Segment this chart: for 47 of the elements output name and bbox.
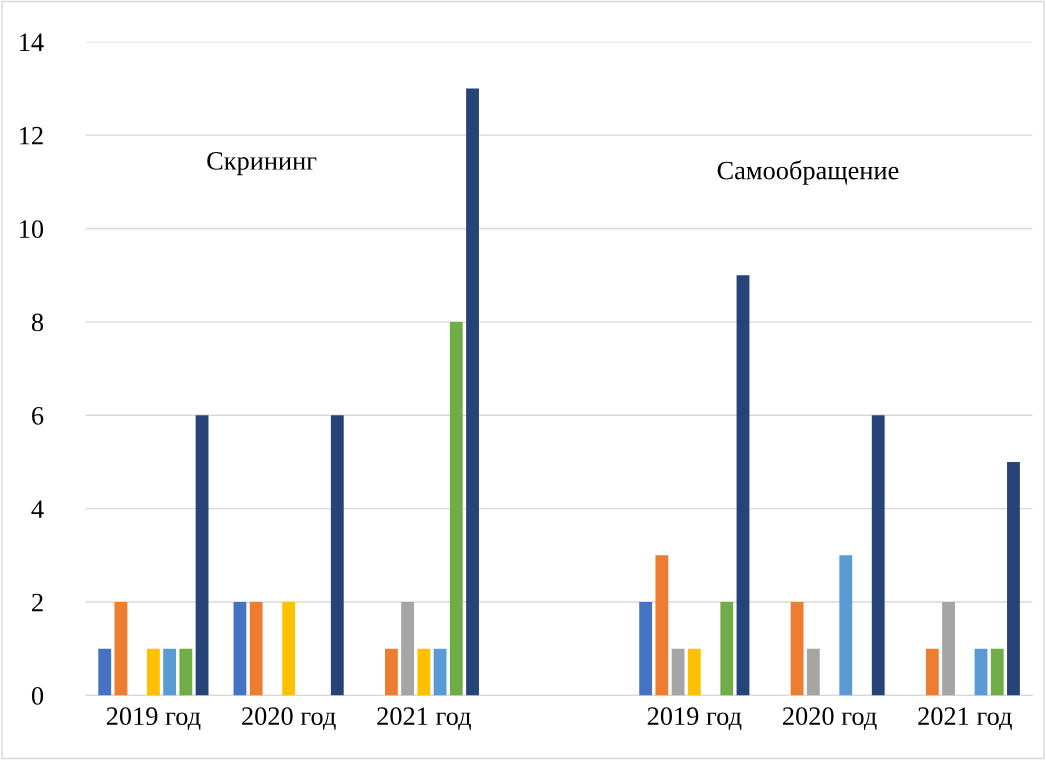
y-tick-label: 2 xyxy=(32,593,43,612)
bar xyxy=(639,602,653,696)
bar xyxy=(98,648,112,696)
bar xyxy=(233,602,247,696)
y-tick-label: 12 xyxy=(20,126,43,145)
bar xyxy=(839,555,853,696)
bar xyxy=(249,602,263,696)
bar xyxy=(942,602,955,696)
bar xyxy=(687,648,701,696)
x-tick-label: 2019 год xyxy=(106,707,201,730)
bar xyxy=(736,275,750,696)
x-tick-label: 2020 год xyxy=(783,707,877,730)
bar xyxy=(790,602,804,696)
x-tick-label: 2021 год xyxy=(377,707,471,730)
y-tick-label: 14 xyxy=(20,33,44,51)
bar xyxy=(417,648,431,696)
bar xyxy=(871,415,885,696)
bar xyxy=(195,415,209,696)
bar xyxy=(401,602,415,696)
bar xyxy=(433,648,447,696)
x-tick-label: 2020 год xyxy=(242,707,336,730)
bar xyxy=(146,648,160,696)
y-tick-label: 4 xyxy=(31,500,44,518)
bar xyxy=(282,602,296,696)
x-tick-label: 2021 год xyxy=(918,707,1012,730)
bar xyxy=(1007,461,1020,696)
bar xyxy=(114,602,128,696)
y-tick-label: 8 xyxy=(31,313,44,332)
bar xyxy=(466,88,479,696)
annotation: Скрининг xyxy=(207,152,317,176)
y-tick-label: 10 xyxy=(20,220,44,238)
bar xyxy=(806,648,820,696)
bar xyxy=(720,602,734,696)
bar xyxy=(671,648,685,696)
bar xyxy=(179,648,193,696)
bar xyxy=(990,648,1004,696)
bar xyxy=(384,648,398,696)
bar xyxy=(974,648,988,696)
bar xyxy=(163,648,177,696)
bar xyxy=(655,555,669,696)
annotation: Самообращение xyxy=(717,160,899,185)
y-tick-label: 0 xyxy=(31,687,44,705)
x-tick-label: 2019 год xyxy=(647,707,742,730)
bar xyxy=(330,415,344,696)
bar xyxy=(449,321,463,696)
y-tick-label: 6 xyxy=(32,406,44,425)
bar xyxy=(925,648,939,696)
